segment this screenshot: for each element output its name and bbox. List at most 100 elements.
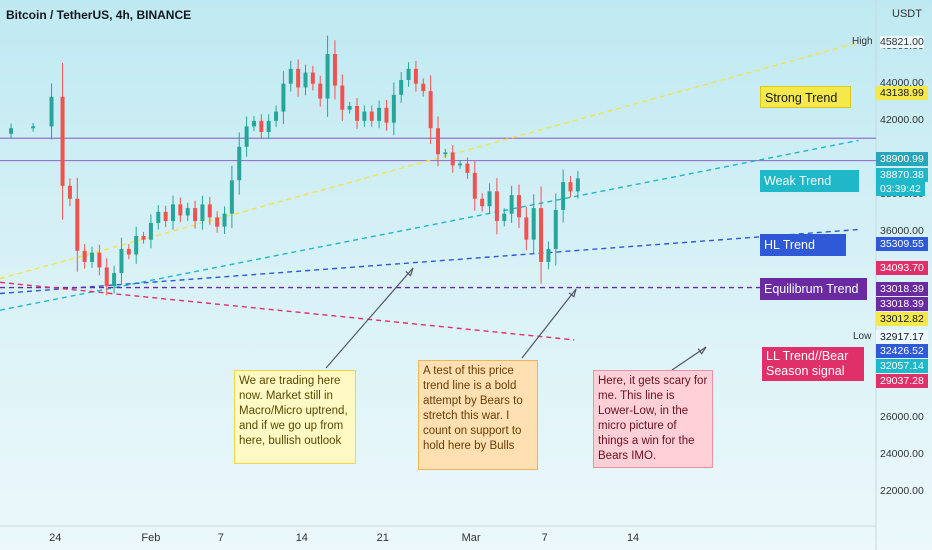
candle-body [178,204,183,216]
x-tick-label: 14 [295,532,308,544]
trend-label-ll-line2: Season signal [766,364,845,378]
candle-body [200,204,205,222]
candle-body [377,107,382,121]
low-label: Low [853,331,872,342]
candle-body [156,211,161,223]
x-tick-label: 7 [217,532,224,544]
candle-body [332,53,337,86]
candle-body [97,252,102,268]
candle-body [193,208,198,222]
price-tag: 03:39:42 [876,182,925,196]
candle-body [369,111,374,121]
note-trendline-test[interactable]: A test of this price trend line is a bol… [418,360,538,470]
trend-label-hl[interactable]: HL Trend [760,234,846,256]
y-axis-unit[interactable]: USDT [892,8,922,20]
price-tag: 38900.99 [876,152,928,166]
candle-body [487,191,492,207]
candle-body [82,250,87,262]
candle-body [288,68,293,84]
candle-body [480,198,485,207]
candle-body [355,105,360,121]
candle-body [391,94,396,123]
candle-body [413,68,418,84]
trend-label-strong[interactable]: Strong Trend [760,86,851,108]
candle-body [546,248,551,262]
candle-body [553,209,558,249]
candle-body [90,252,95,262]
candle-body [60,96,65,186]
candle-body [148,222,153,240]
x-tick-label: 24 [49,532,62,544]
candle-body [112,273,117,287]
candle-body [406,68,411,80]
candle-body [436,128,440,155]
high-value-tag: 45821.00 [880,36,924,48]
candle-body [244,126,249,147]
arrow-note-2 [521,288,577,359]
trend-label-equilibrum[interactable]: Equilibrum Trend [760,278,867,300]
price-tag: 32917.17 [876,330,928,344]
price-tag: 35309.55 [876,237,928,251]
arrow-note-3 [671,346,707,371]
candle-body [494,191,499,222]
note-lower-low[interactable]: Here, it gets scary for me. This line is… [593,370,713,468]
x-tick-label: 21 [376,532,389,544]
price-tag: 32426.52 [876,344,928,358]
price-tag: 33018.39 [876,282,928,296]
candle-body [443,152,448,155]
candle-body [251,120,256,127]
candle-body [170,204,175,222]
arrow-note-1-head [405,267,414,277]
trendline-3 [0,228,859,295]
y-tick-label: 36000.00 [880,225,924,238]
candle-body [207,204,212,218]
trendline-2 [0,139,859,311]
candle-body [362,111,367,121]
x-tick-label: Mar [461,532,481,544]
candle-body [281,83,286,112]
y-tick-label: 22000.00 [880,485,924,498]
chart-title: Bitcoin / TetherUS, 4h, BINANCE [6,8,192,22]
y-tick-label: 42000.00 [880,113,924,126]
candle-body [119,248,124,274]
y-tick-label: 24000.00 [880,448,924,461]
candle-body [49,96,54,127]
candle-body [568,182,573,192]
candle-body [428,91,433,129]
candle-body [303,72,308,88]
x-tick-label: 14 [626,532,640,544]
y-tick-label: 26000.00 [880,410,924,423]
candle-body [222,213,227,227]
trend-label-ll-line1: LL Trend//Bear [766,349,849,363]
candle-body [524,217,529,240]
candle-body [561,182,566,210]
candle-body [465,163,470,173]
candle-body [516,195,521,218]
candle-body [229,180,234,214]
candle-body [531,208,536,240]
candle-body [340,85,345,110]
trend-label-ll[interactable]: LL Trend//Bear Season signal [762,347,864,381]
candle-body [104,267,109,287]
candle-body [259,120,264,132]
price-tag: 34093.70 [876,261,928,275]
candle-body [509,195,514,214]
price-tag: 43138.99 [876,86,928,100]
note-current-trading[interactable]: We are trading here now. Market still in… [234,370,356,464]
candle-body [9,128,14,134]
candle-body [310,72,315,84]
trend-label-weak[interactable]: Weak Trend [760,170,859,192]
candle-body [472,172,477,199]
candle-body [274,111,279,121]
trendline-5 [0,281,575,341]
candle-body [458,163,463,166]
price-tag: 32057.14 [876,359,928,373]
price-tag: 33012.82 [876,312,928,326]
candle-body [575,178,580,192]
candle-body [75,198,80,251]
candle-body [215,217,220,227]
y-tick-label: 44000.00 [880,76,924,89]
candle-body [502,213,507,222]
